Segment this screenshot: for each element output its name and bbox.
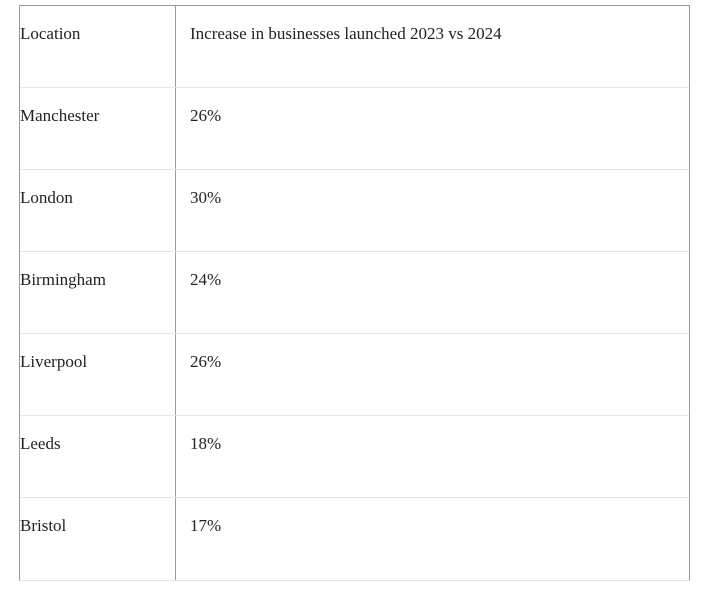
table-row-cell: Bristol [20, 498, 176, 580]
table-row-cell: Leeds [20, 416, 176, 497]
table-row: London 30% [20, 170, 689, 252]
header-row-cell: Increase in businesses launched 2023 vs … [190, 24, 502, 43]
table-row: Bristol 17% [20, 498, 689, 580]
table-row: Birmingham 24% [20, 252, 689, 334]
table-row-cell: 26% [190, 352, 222, 371]
header-row: Location Increase in businesses launched … [20, 6, 689, 88]
table-row: Leeds 18% [20, 416, 689, 498]
table-row-cell: 30% [190, 188, 222, 207]
table-row: Manchester 26% [20, 88, 689, 170]
table-row-cell: 26% [190, 106, 222, 125]
header-row-cell: Location [20, 6, 176, 87]
table: Location Increase in businesses launched … [19, 5, 690, 581]
table-row-cell: 24% [190, 270, 222, 289]
table-row-cell: 18% [190, 434, 222, 453]
table-row-cell: Liverpool [20, 334, 176, 415]
table-row-cell: London [20, 170, 176, 251]
table-row-cell: Manchester [20, 88, 176, 169]
table-row-cell: 17% [190, 516, 222, 535]
table-row: Liverpool 26% [20, 334, 689, 416]
table-row-cell: Birmingham [20, 252, 176, 333]
